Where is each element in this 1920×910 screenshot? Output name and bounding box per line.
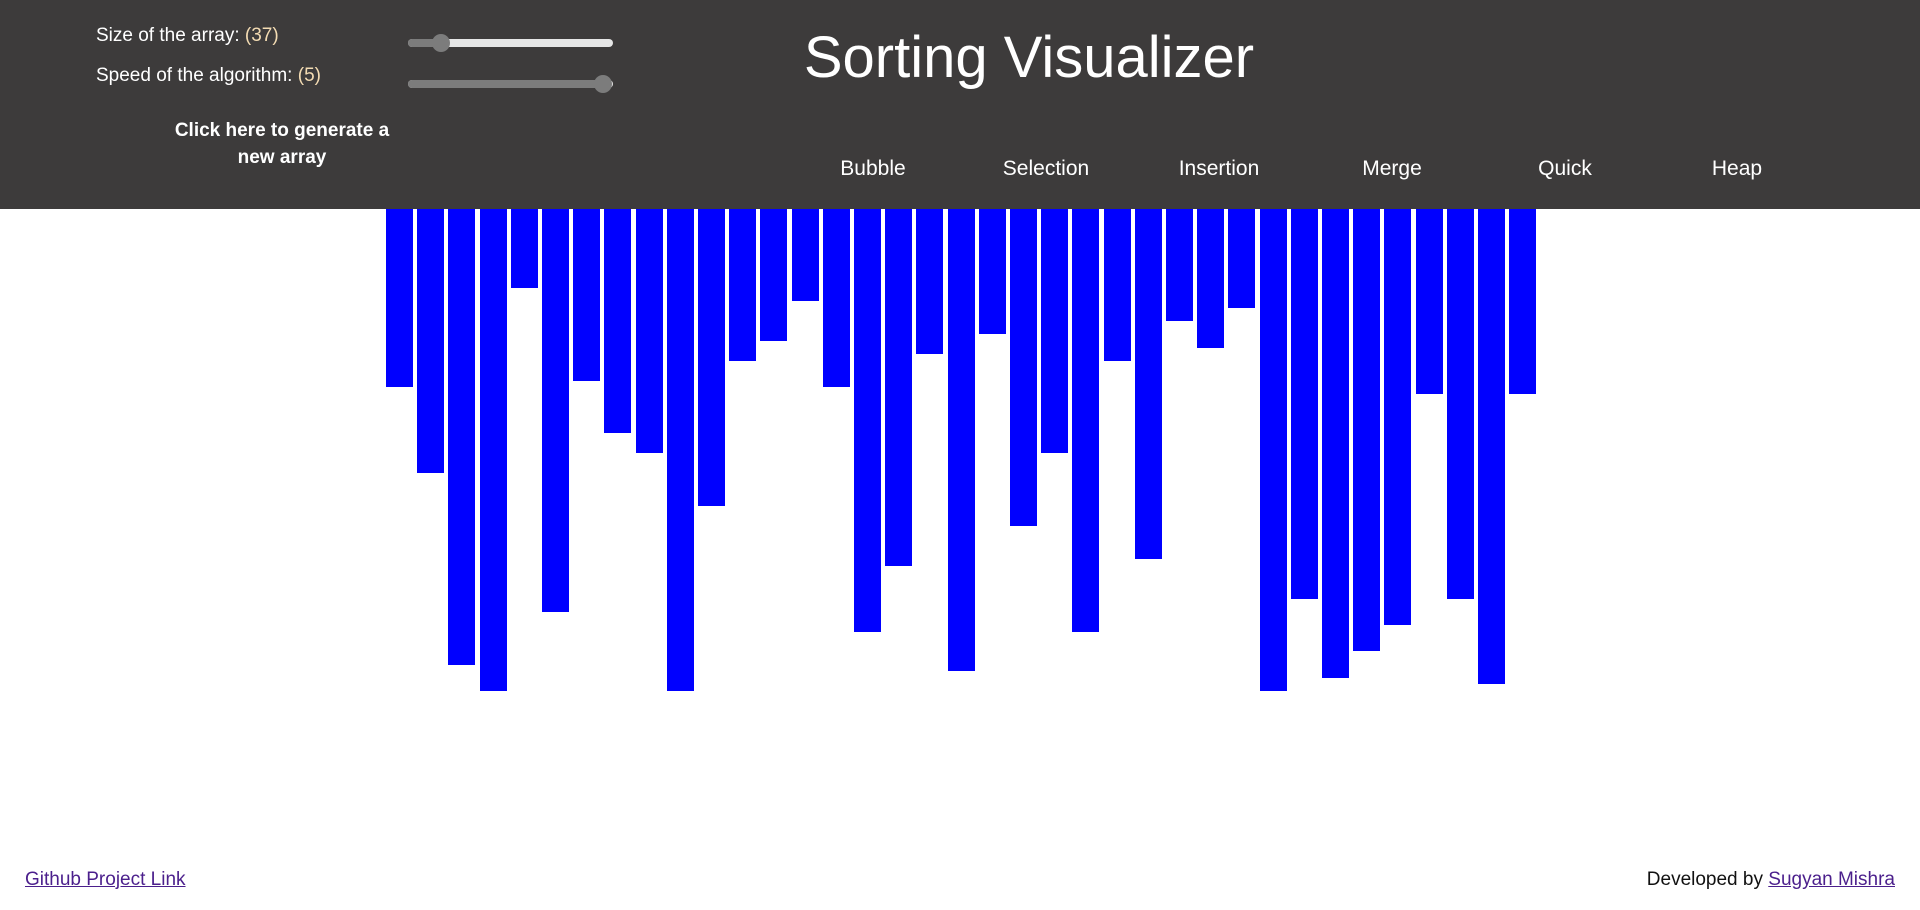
array-bar <box>1478 209 1505 684</box>
array-bar <box>1166 209 1193 321</box>
developer-credit: Developed by Sugyan Mishra <box>1647 869 1895 891</box>
array-bar <box>417 209 445 473</box>
array-bar <box>1259 209 1287 691</box>
array-bar <box>573 209 601 381</box>
page-title: Sorting Visualizer <box>803 25 1255 90</box>
array-bar <box>822 209 850 387</box>
array-bar <box>854 209 881 632</box>
array-bar <box>635 209 663 453</box>
array-bar <box>1290 209 1318 599</box>
speed-slider[interactable] <box>408 75 613 93</box>
array-bar <box>386 209 413 387</box>
author-link[interactable]: Sugyan Mishra <box>1768 869 1895 890</box>
algo-button-bubble[interactable]: Bubble <box>840 157 906 180</box>
array-bar <box>1415 209 1443 394</box>
array-size-slider-fill <box>408 39 441 47</box>
array-size-slider[interactable] <box>408 34 613 52</box>
array-size-label: Size of the array: (37) <box>96 25 279 47</box>
speed-label-text: Speed of the algorithm: <box>96 65 293 86</box>
array-bar <box>479 209 507 691</box>
array-bar <box>1103 209 1131 361</box>
array-bar <box>1509 209 1537 394</box>
speed-slider-thumb[interactable] <box>593 75 612 93</box>
array-bar <box>666 209 694 691</box>
speed-label: Speed of the algorithm: (5) <box>96 65 321 87</box>
algo-button-quick[interactable]: Quick <box>1538 157 1592 180</box>
speed-slider-fill <box>408 80 603 88</box>
generate-array-button[interactable]: Click here to generate a new array <box>174 120 390 168</box>
array-size-value: (37) <box>244 25 279 46</box>
array-bar <box>760 209 788 341</box>
array-bar <box>947 209 975 671</box>
array-bar <box>729 209 757 361</box>
array-bar <box>1010 209 1037 526</box>
array-bars-container <box>0 209 1920 709</box>
top-navbar: Size of the array: (37) Speed of the alg… <box>0 0 1920 209</box>
array-bar <box>1353 209 1381 651</box>
algo-button-heap[interactable]: Heap <box>1711 157 1763 180</box>
github-project-link[interactable]: Github Project Link <box>25 869 186 890</box>
array-bar <box>448 209 476 665</box>
array-bar <box>1228 209 1256 308</box>
array-bar <box>1322 209 1349 678</box>
array-bar <box>1446 209 1474 599</box>
array-bar <box>542 209 569 612</box>
algo-button-merge[interactable]: Merge <box>1362 157 1422 180</box>
developed-by-text: Developed by <box>1646 869 1763 890</box>
speed-value: (5) <box>297 65 321 86</box>
array-bar <box>604 209 632 433</box>
array-bar <box>1072 209 1100 632</box>
array-bar <box>885 209 913 566</box>
array-bar <box>1384 209 1412 625</box>
array-bar <box>978 209 1006 334</box>
array-bar <box>698 209 725 506</box>
array-size-slider-thumb[interactable] <box>431 34 450 52</box>
array-bar <box>1134 209 1162 559</box>
algo-button-selection[interactable]: Selection <box>1002 157 1090 180</box>
array-bar <box>916 209 944 354</box>
algo-button-insertion[interactable]: Insertion <box>1178 157 1260 180</box>
array-bar <box>1197 209 1225 348</box>
array-bar <box>791 209 819 301</box>
array-bar <box>1041 209 1069 453</box>
array-bar <box>510 209 538 288</box>
array-size-label-text: Size of the array: <box>96 25 240 46</box>
